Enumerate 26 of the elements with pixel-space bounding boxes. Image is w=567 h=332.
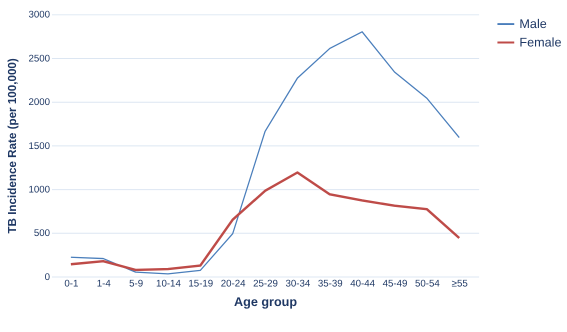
y-tick-label: 2000 xyxy=(28,97,51,108)
x-axis-title: Age group xyxy=(234,295,298,310)
x-tick-label: 45-49 xyxy=(382,278,408,290)
y-tick-label: 0 xyxy=(44,272,51,283)
x-tick-label: 40-44 xyxy=(350,278,376,290)
y-axis-title: TB Incidence Rate (per 100,000) xyxy=(6,58,19,234)
x-tick-label: 50-54 xyxy=(414,278,440,290)
line-series xyxy=(70,31,460,274)
x-tick-label: 30-34 xyxy=(286,278,311,290)
x-tick-label: 25-29 xyxy=(253,278,278,290)
x-tick-label: 1-4 xyxy=(96,278,112,290)
y-tick-label: 3000 xyxy=(28,10,51,21)
legend-label: Male xyxy=(519,16,547,31)
x-tick-label: 15-19 xyxy=(188,278,214,290)
x-tick-label: 10-14 xyxy=(156,278,182,290)
y-tick-label: 2500 xyxy=(28,53,51,64)
y-tick-label: 1000 xyxy=(28,184,51,196)
x-tick-label: 20-24 xyxy=(220,278,246,290)
line-series xyxy=(70,171,460,272)
y-tick-label: 1500 xyxy=(28,140,51,152)
x-tick-label: ≥55 xyxy=(452,278,468,290)
x-tick-label: 0-1 xyxy=(64,278,78,290)
legend-label: Female xyxy=(519,35,562,50)
x-tick-label: 35-39 xyxy=(318,278,343,290)
x-tick-label: 5-9 xyxy=(129,278,144,290)
y-tick-label: 500 xyxy=(34,228,51,240)
